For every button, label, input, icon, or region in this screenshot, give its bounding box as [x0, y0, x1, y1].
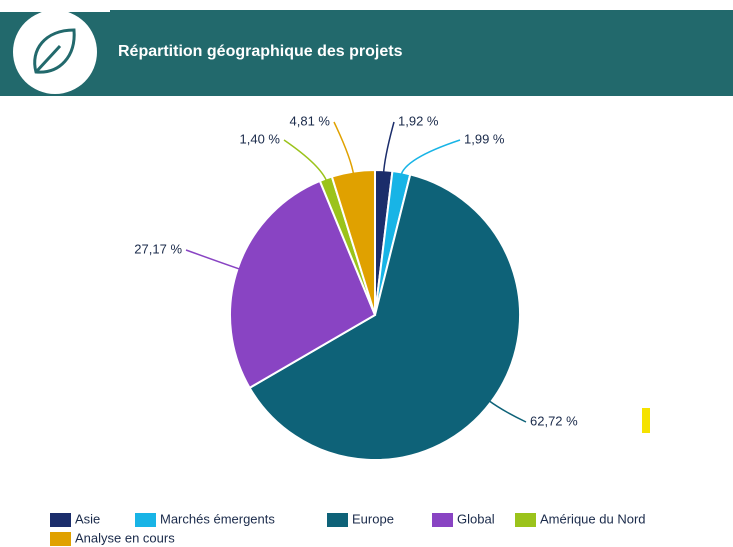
- leaf-icon: [33, 28, 76, 74]
- legend-swatch: [135, 513, 156, 527]
- legend-swatch: [432, 513, 453, 527]
- legend-label: Marchés émergents: [160, 511, 275, 526]
- legend-label: Asie: [75, 511, 100, 526]
- leader-line: [487, 399, 527, 423]
- leader-line: [399, 139, 461, 177]
- header-bar: [0, 10, 733, 96]
- leader-line: [333, 121, 355, 176]
- data-label: 1,40 %: [240, 131, 281, 146]
- leader-line: [283, 139, 328, 183]
- legend-swatch: [50, 513, 71, 527]
- data-label: 1,92 %: [398, 113, 439, 128]
- data-label: 62,72 %: [530, 413, 578, 428]
- legend-swatch: [50, 532, 71, 546]
- legend-label: Europe: [352, 511, 394, 526]
- data-label: 27,17 %: [134, 241, 182, 256]
- header-notch: [0, 0, 110, 12]
- legend-label: Global: [457, 511, 495, 526]
- legend-label: Amérique du Nord: [540, 511, 646, 526]
- leader-line: [185, 249, 242, 271]
- decoration: [642, 408, 650, 433]
- legend-swatch: [327, 513, 348, 527]
- data-label: 1,99 %: [464, 131, 505, 146]
- data-label: 4,81 %: [290, 113, 331, 128]
- legend-swatch: [515, 513, 536, 527]
- chart-title: Répartition géographique des projets: [118, 43, 403, 60]
- legend-label: Analyse en cours: [75, 530, 175, 545]
- leader-line: [382, 121, 395, 175]
